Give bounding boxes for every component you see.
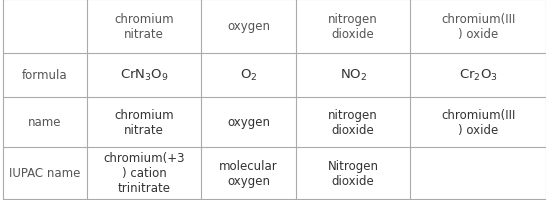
Text: nitrogen
dioxide: nitrogen dioxide [328,108,378,136]
Text: chromium(III
) oxide: chromium(III ) oxide [441,13,515,41]
Text: nitrogen
dioxide: nitrogen dioxide [328,13,378,41]
Text: chromium
nitrate: chromium nitrate [114,108,174,136]
Text: chromium(+3
) cation
trinitrate: chromium(+3 ) cation trinitrate [103,151,185,194]
Text: oxygen: oxygen [227,116,270,129]
Text: $\mathregular{NO_2}$: $\mathregular{NO_2}$ [340,68,367,83]
Text: oxygen: oxygen [227,20,270,33]
Text: name: name [28,116,62,129]
Text: molecular
oxygen: molecular oxygen [219,159,278,187]
Text: formula: formula [22,69,68,82]
Text: $\mathregular{O_2}$: $\mathregular{O_2}$ [240,68,257,83]
Text: chromium
nitrate: chromium nitrate [114,13,174,41]
Text: IUPAC name: IUPAC name [9,166,81,179]
Text: Nitrogen
dioxide: Nitrogen dioxide [328,159,379,187]
Text: $\mathregular{CrN_3O_9}$: $\mathregular{CrN_3O_9}$ [120,68,169,83]
Text: chromium(III
) oxide: chromium(III ) oxide [441,108,515,136]
Text: $\mathregular{Cr_2O_3}$: $\mathregular{Cr_2O_3}$ [459,68,497,83]
